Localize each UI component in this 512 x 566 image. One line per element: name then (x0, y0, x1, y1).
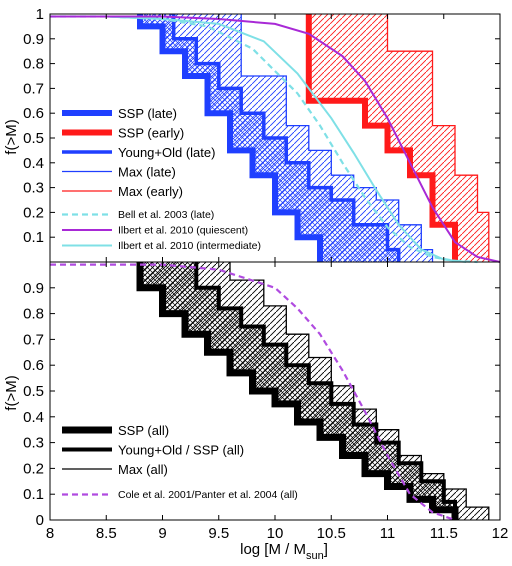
legend-label: Cole et al. 2001/Panter et al. 2004 (all… (118, 489, 298, 501)
legend-item-max-early: Max (early) (62, 184, 183, 199)
x-tick-label: 8.5 (96, 525, 117, 542)
x-tick-label: 12 (492, 525, 509, 542)
legend-label: Bell et al. 2003 (late) (118, 209, 214, 221)
bottom-panel-legend: SSP (all) Young+Old / SSP (all) Max (all) C… (62, 423, 298, 501)
y-tick-label: 0.8 (23, 306, 44, 323)
y-tick-label: 0.1 (23, 229, 44, 246)
y-tick-label: 0.2 (23, 204, 44, 221)
y-tick-label: 0.5 (23, 130, 44, 147)
all-young-old-range-crosshatch (140, 262, 455, 520)
legend-item-max-all: Max (all) (62, 462, 168, 477)
series-line-max-early (386, 14, 490, 262)
legend-item-ssp-late: SSP (late) (62, 106, 177, 121)
y-tick-label: 0.9 (23, 280, 44, 297)
legend-label: Young+Old / SSP (all) (118, 443, 244, 458)
legend-label: SSP (all) (118, 423, 169, 438)
series-line-max-all (229, 262, 490, 520)
y-tick-label: 0.3 (23, 435, 44, 452)
x-axis-label: log [M / Msun] (240, 541, 328, 562)
legend-item-ssp-all: SSP (all) (62, 423, 169, 438)
legend-item-bell-et-al-2003-late: Bell et al. 2003 (late) (62, 209, 214, 221)
legend-item-max-late: Max (late) (62, 165, 176, 180)
legend-label: Ilbert et al. 2010 (quiescent) (118, 225, 248, 237)
legend-item-cole-et-al-2001-panter-et-al-2004-all: Cole et al. 2001/Panter et al. 2004 (all… (62, 489, 298, 501)
y-tick-label: 0.6 (23, 357, 44, 374)
top-panel: SSP (late) SSP (early) Young+Old (late) Max… (3, 6, 501, 264)
series-line-ssp-early (305, 14, 458, 262)
legend-item-young-old-ssp-all: Young+Old / SSP (all) (62, 443, 244, 458)
x-tick-label: 10.5 (317, 525, 346, 542)
x-tick-label: 9.5 (208, 525, 229, 542)
legend-label: SSP (late) (118, 106, 177, 121)
y-tick-label: 0.7 (23, 331, 44, 348)
y-tick-label: 0.7 (23, 80, 44, 97)
series-line-ssp-late (137, 14, 323, 262)
x-axis-label-subscript: sun (306, 550, 324, 562)
bottom-y-axis-label: f(>M) (3, 375, 20, 410)
y-tick-label: 0 (36, 512, 44, 529)
legend-item-ilbert-et-al-2010-quiescent: Ilbert et al. 2010 (quiescent) (62, 225, 248, 237)
series-line-cole-et-al-2001-panter-et-al-2004-all (50, 263, 456, 522)
x-tick-label: 8 (46, 525, 54, 542)
bottom-panel-series (50, 262, 490, 522)
y-tick-label: 0.1 (23, 486, 44, 503)
y-tick-label: 0.2 (23, 460, 44, 477)
bottom-panel: SSP (all) Young+Old / SSP (all) Max (all) C… (3, 261, 508, 542)
x-tick-label: 10 (267, 525, 284, 542)
legend-item-ssp-early: SSP (early) (62, 126, 184, 141)
series-line-ssp-all (136, 262, 459, 520)
y-tick-label: 0.4 (23, 155, 44, 172)
x-axis-label-main: log [M / M (240, 541, 306, 558)
legend-label: Max (early) (118, 184, 183, 199)
legend-label: Max (all) (118, 462, 168, 477)
legend-item-ilbert-et-al-2010-intermediate: Ilbert et al. 2010 (intermediate) (62, 240, 261, 252)
legend-label: Ilbert et al. 2010 (intermediate) (118, 240, 261, 252)
legend-label: Young+Old (late) (118, 145, 215, 160)
y-tick-label: 0.9 (23, 31, 44, 48)
series-line-max-late (240, 14, 434, 262)
y-tick-label: 1 (36, 6, 44, 23)
legend-label: Max (late) (118, 165, 176, 180)
series-line-young-old-ssp-all (194, 262, 457, 520)
top-y-axis-label: f(>M) (3, 119, 20, 154)
x-tick-label: 9 (158, 525, 166, 542)
early-max-range-hatch (308, 14, 489, 262)
series-line-young-old-late (171, 14, 401, 262)
y-tick-label: 0.6 (23, 105, 44, 122)
legend-item-young-old-late: Young+Old (late) (62, 145, 215, 160)
top-panel-legend: SSP (late) SSP (early) Young+Old (late) Max… (62, 106, 261, 252)
bottom-panel-axes: 8 8.5 9 9.5 10 10.5 11 11.5 12 0 0.1 0.2 0.3 0.4 0.5 0.… (23, 262, 508, 542)
legend-label: SSP (early) (118, 126, 184, 141)
top-panel-axes: 0.1 0.2 0.3 0.4 0.5 0.6 0.7 0.8 0.9 1 (23, 6, 501, 262)
y-tick-label: 0.4 (23, 409, 44, 426)
y-tick-label: 0.3 (23, 180, 44, 197)
y-tick-label: 0.8 (23, 56, 44, 73)
x-tick-label: 11.5 (430, 525, 458, 542)
y-tick-label: 0.5 (23, 383, 44, 400)
x-axis-label-close: ] (324, 541, 328, 558)
x-tick-label: 11 (380, 525, 396, 542)
